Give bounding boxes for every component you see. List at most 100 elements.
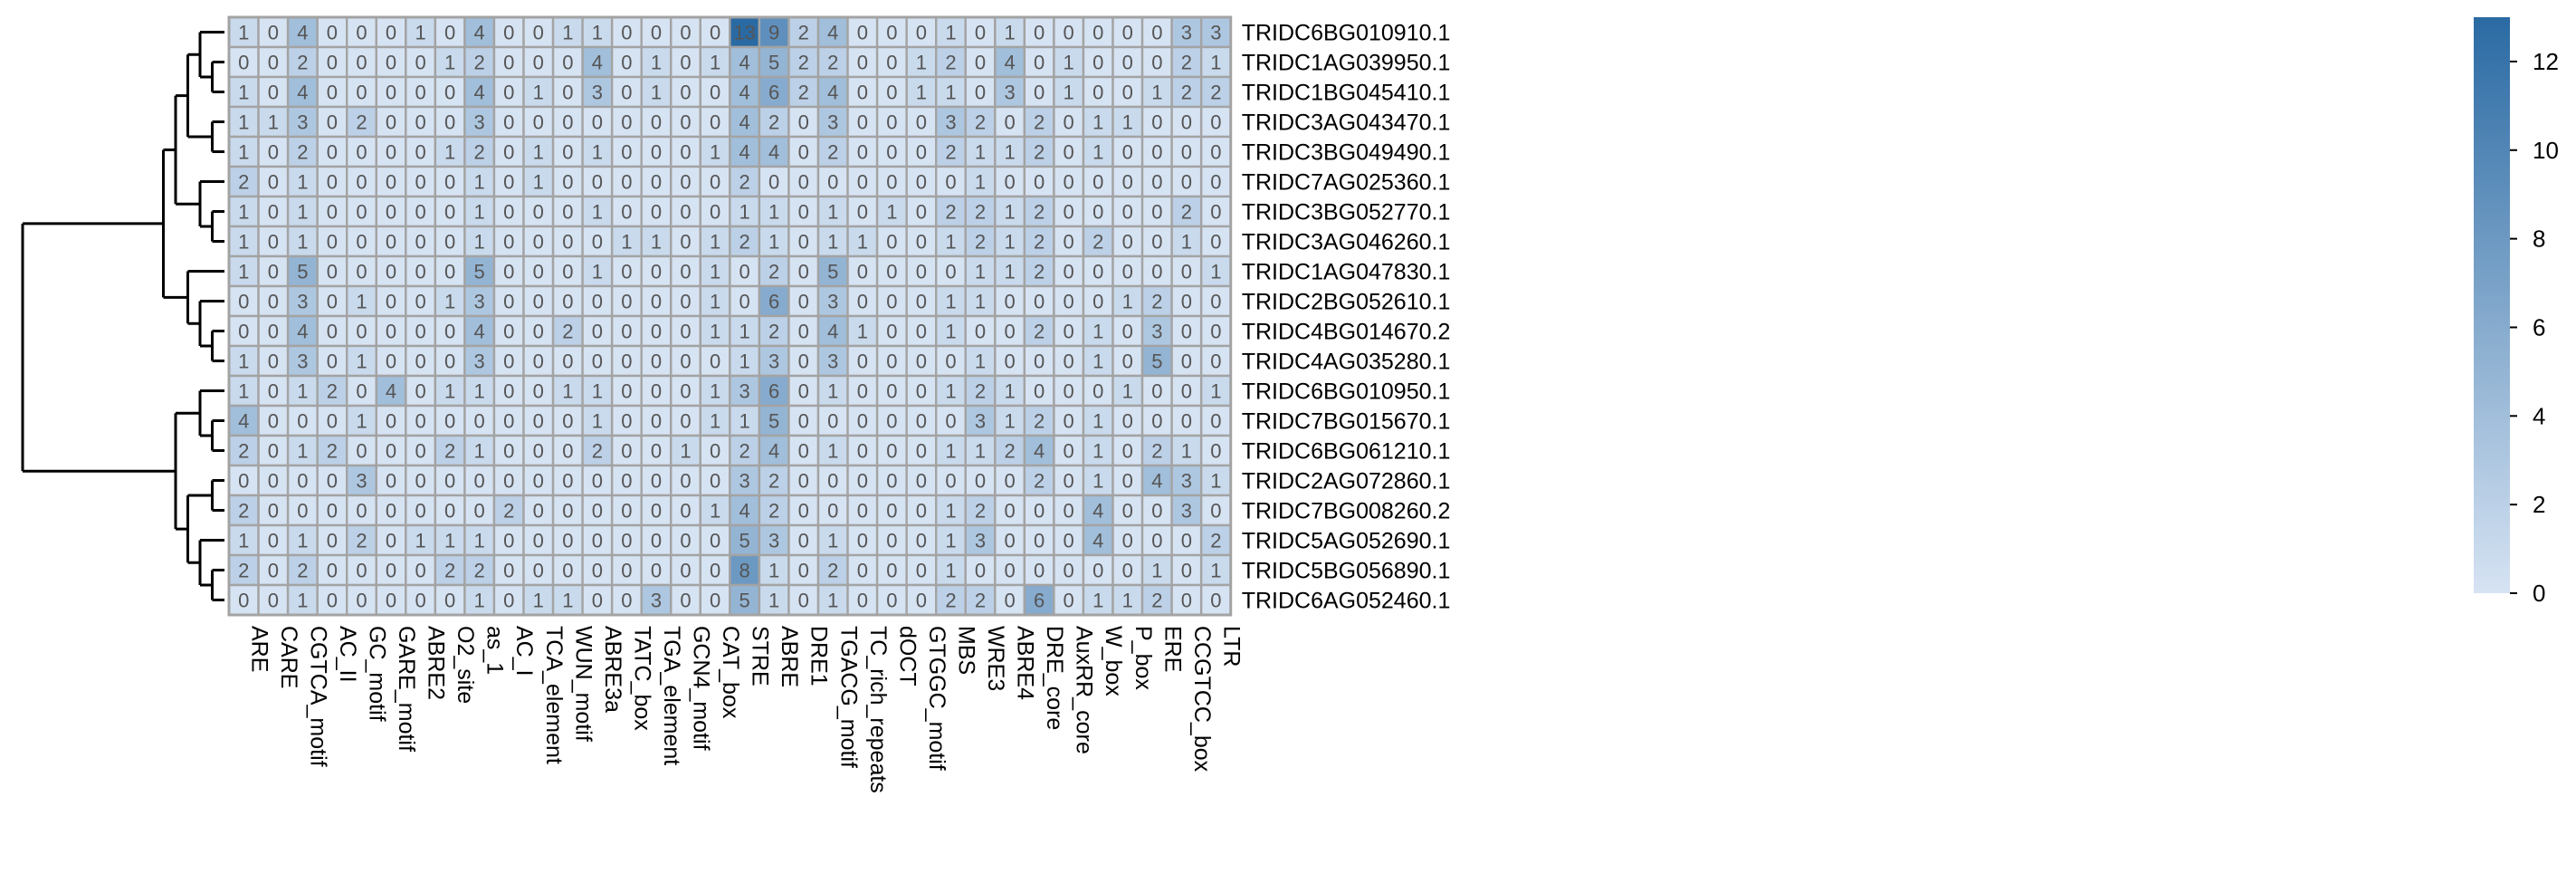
- heatmap-cell: [934, 195, 967, 228]
- cell-value-label: 0: [651, 141, 662, 164]
- heatmap-cell: [1082, 464, 1114, 497]
- cell-value-label: 0: [857, 470, 868, 493]
- cell-value-label: 0: [1181, 141, 1192, 164]
- heatmap-cell: [1053, 523, 1085, 557]
- cell-value-label: 0: [415, 141, 425, 164]
- cell-value-label: 0: [444, 22, 455, 44]
- cell-value-label: 0: [415, 261, 425, 283]
- cell-value-label: 1: [710, 52, 720, 74]
- cell-value-label: 3: [827, 111, 838, 134]
- cell-value-label: 0: [1210, 590, 1221, 612]
- cell-value-label: 0: [651, 380, 662, 403]
- cell-value-label: 0: [857, 171, 868, 194]
- heatmap-cell: [551, 45, 584, 79]
- heatmap-cell: [875, 225, 908, 258]
- row-label: TRIDC6BG010910.1: [1242, 21, 1451, 46]
- cell-value-label: 0: [1122, 82, 1133, 104]
- cell-value-label: 0: [945, 261, 956, 283]
- heatmap-cell: [934, 553, 967, 587]
- cell-value-label: 2: [327, 440, 338, 463]
- row-label: TRIDC6BG061210.1: [1242, 439, 1451, 465]
- column-label: GARE_motif: [394, 626, 419, 752]
- cell-value-label: 6: [1034, 590, 1045, 612]
- cell-value-label: 3: [297, 291, 308, 313]
- cell-value-label: 1: [297, 380, 308, 403]
- cell-value-label: 0: [798, 410, 809, 433]
- heatmap-cell: [434, 195, 466, 228]
- row-label: TRIDC3AG046260.1: [1242, 230, 1451, 255]
- cell-value-label: 1: [1210, 470, 1221, 493]
- cell-value-label: 0: [415, 171, 425, 194]
- cell-value-label: 0: [297, 410, 308, 433]
- cell-value-label: 0: [386, 470, 396, 493]
- row-label: TRIDC3BG049490.1: [1242, 140, 1451, 166]
- cell-value-label: 0: [268, 321, 279, 343]
- cell-value-label: 0: [1181, 590, 1192, 612]
- cell-value-label: 3: [739, 470, 750, 493]
- cell-value-label: 0: [503, 171, 514, 194]
- cell-value-label: 0: [621, 380, 632, 403]
- column-label: P_box: [1131, 626, 1156, 690]
- cell-value-label: 2: [592, 440, 603, 463]
- cell-value-label: 1: [1210, 52, 1221, 74]
- cell-value-label: 1: [945, 380, 956, 403]
- cell-value-label: 2: [297, 52, 308, 74]
- cell-value-label: 0: [798, 261, 809, 283]
- cell-value-label: 0: [916, 560, 927, 582]
- cell-value-label: 1: [710, 380, 720, 403]
- cell-value-label: 1: [739, 201, 750, 224]
- cell-value-label: 0: [238, 321, 249, 343]
- cell-value-label: 4: [827, 321, 838, 343]
- cell-value-label: 1: [975, 261, 986, 283]
- cell-value-label: 0: [1064, 350, 1074, 373]
- cell-value-label: 0: [533, 22, 544, 44]
- row-label: TRIDC1AG039950.1: [1242, 51, 1451, 76]
- cell-value-label: 1: [916, 52, 927, 74]
- cell-value-label: 4: [474, 22, 485, 44]
- heatmap-cell: [522, 494, 555, 527]
- heatmap-cell: [316, 195, 348, 228]
- cell-value-label: 1: [1004, 201, 1015, 224]
- cell-value-label: 0: [1004, 350, 1015, 373]
- cell-value-label: 0: [857, 22, 868, 44]
- cell-value-label: 1: [710, 261, 720, 283]
- cell-value-label: 0: [356, 440, 367, 463]
- cell-value-label: 1: [680, 440, 691, 463]
- cell-value-label: 0: [1064, 560, 1074, 582]
- cell-value-label: 1: [1092, 350, 1103, 373]
- cell-value-label: 0: [1181, 530, 1192, 552]
- cell-value-label: 2: [238, 560, 249, 582]
- cell-value-label: 0: [533, 470, 544, 493]
- colorbar-tick-label: 4: [2533, 402, 2545, 429]
- cell-value-label: 0: [238, 470, 249, 493]
- cell-value-label: 0: [444, 201, 455, 224]
- cell-value-label: 1: [651, 82, 662, 104]
- cell-value-label: 0: [268, 410, 279, 433]
- heatmap-cell: [964, 165, 997, 198]
- cell-value-label: 9: [768, 22, 779, 44]
- heatmap-cell: [787, 105, 820, 139]
- cell-value-label: 2: [1181, 201, 1192, 224]
- cell-value-label: 2: [1034, 261, 1045, 283]
- cell-value-label: 1: [1122, 291, 1133, 313]
- cell-value-label: 2: [327, 380, 338, 403]
- cell-value-label: 2: [975, 590, 986, 612]
- heatmap-cell: [640, 195, 673, 228]
- heatmap-cell: [257, 45, 290, 79]
- heatmap-cell: [787, 434, 820, 467]
- cell-value-label: 2: [503, 500, 514, 523]
- cell-value-label: 4: [768, 141, 779, 164]
- cell-value-label: 2: [1210, 82, 1221, 104]
- cell-value-label: 1: [945, 560, 956, 582]
- cell-value-label: 1: [1181, 440, 1192, 463]
- cell-value-label: 0: [710, 171, 720, 194]
- cell-value-label: 0: [415, 560, 425, 582]
- cell-value-label: 0: [1122, 410, 1133, 433]
- heatmap-cell: [905, 105, 938, 139]
- cell-value-label: 0: [268, 231, 279, 254]
- cell-value-label: 0: [857, 291, 868, 313]
- cell-value-label: 5: [739, 590, 750, 612]
- cell-value-label: 0: [1064, 291, 1074, 313]
- cell-value-label: 0: [857, 530, 868, 552]
